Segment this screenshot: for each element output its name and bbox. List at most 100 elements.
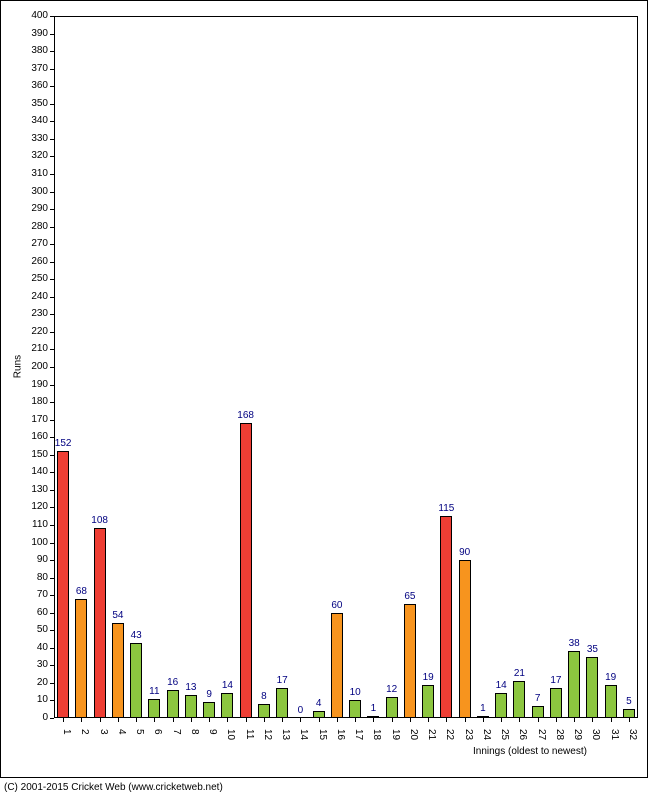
x-tick-label: 3 bbox=[98, 729, 108, 735]
x-tick-mark bbox=[319, 718, 320, 722]
y-tick-label: 50 bbox=[24, 625, 48, 635]
y-tick-label: 90 bbox=[24, 555, 48, 565]
x-tick-label: 18 bbox=[371, 729, 381, 740]
bar-value-label: 5 bbox=[617, 697, 641, 707]
bar-value-label: 7 bbox=[526, 694, 550, 704]
y-tick-label: 70 bbox=[24, 590, 48, 600]
x-tick-mark bbox=[556, 718, 557, 722]
y-tick-label: 160 bbox=[24, 432, 48, 442]
bar-value-label: 14 bbox=[489, 681, 513, 691]
y-tick-label: 20 bbox=[24, 678, 48, 688]
bar bbox=[404, 604, 416, 718]
y-tick-label: 30 bbox=[24, 660, 48, 670]
x-tick-label: 12 bbox=[262, 729, 272, 740]
bar-value-label: 9 bbox=[197, 690, 221, 700]
y-tick-label: 80 bbox=[24, 573, 48, 583]
x-tick-label: 32 bbox=[627, 729, 637, 740]
bar bbox=[623, 709, 635, 718]
x-tick-label: 29 bbox=[572, 729, 582, 740]
y-tick-label: 140 bbox=[24, 467, 48, 477]
bar-value-label: 43 bbox=[124, 631, 148, 641]
x-tick-mark bbox=[428, 718, 429, 722]
y-tick-mark bbox=[50, 648, 54, 649]
bar bbox=[75, 599, 87, 718]
x-tick-label: 8 bbox=[189, 729, 199, 735]
x-tick-mark bbox=[501, 718, 502, 722]
x-tick-mark bbox=[574, 718, 575, 722]
y-tick-label: 290 bbox=[24, 204, 48, 214]
y-tick-mark bbox=[50, 455, 54, 456]
bar-value-label: 115 bbox=[434, 504, 458, 514]
y-tick-label: 370 bbox=[24, 64, 48, 74]
bar bbox=[532, 706, 544, 718]
y-tick-label: 340 bbox=[24, 116, 48, 126]
x-tick-mark bbox=[465, 718, 466, 722]
x-tick-label: 11 bbox=[244, 729, 254, 739]
y-tick-label: 0 bbox=[24, 713, 48, 723]
y-tick-label: 130 bbox=[24, 485, 48, 495]
y-tick-label: 380 bbox=[24, 46, 48, 56]
x-tick-label: 26 bbox=[517, 729, 527, 740]
y-tick-mark bbox=[50, 700, 54, 701]
y-tick-mark bbox=[50, 332, 54, 333]
bar-value-label: 108 bbox=[88, 516, 112, 526]
x-tick-mark bbox=[154, 718, 155, 722]
x-tick-label: 16 bbox=[335, 729, 345, 740]
bar bbox=[386, 697, 398, 718]
y-tick-mark bbox=[50, 349, 54, 350]
x-tick-mark bbox=[173, 718, 174, 722]
bar bbox=[130, 643, 142, 718]
bar bbox=[422, 685, 434, 718]
x-tick-label: 5 bbox=[134, 729, 144, 735]
x-tick-label: 31 bbox=[609, 729, 619, 740]
y-tick-mark bbox=[50, 472, 54, 473]
y-tick-mark bbox=[50, 613, 54, 614]
x-tick-label: 30 bbox=[590, 729, 600, 740]
x-tick-mark bbox=[611, 718, 612, 722]
x-tick-label: 24 bbox=[481, 729, 491, 740]
y-tick-mark bbox=[50, 174, 54, 175]
y-tick-mark bbox=[50, 139, 54, 140]
bar bbox=[605, 685, 617, 718]
x-tick-mark bbox=[63, 718, 64, 722]
y-tick-mark bbox=[50, 51, 54, 52]
bar-value-label: 1 bbox=[361, 704, 385, 714]
x-tick-mark bbox=[446, 718, 447, 722]
bar bbox=[203, 702, 215, 718]
bar-value-label: 54 bbox=[106, 611, 130, 621]
y-tick-mark bbox=[50, 578, 54, 579]
bar-value-label: 60 bbox=[325, 601, 349, 611]
y-tick-label: 390 bbox=[24, 29, 48, 39]
chart-container: Runs Innings (oldest to newest) (C) 2001… bbox=[0, 0, 650, 800]
bar-value-label: 12 bbox=[380, 685, 404, 695]
bar bbox=[94, 528, 106, 718]
y-tick-label: 150 bbox=[24, 450, 48, 460]
y-tick-mark bbox=[50, 297, 54, 298]
y-tick-label: 190 bbox=[24, 380, 48, 390]
bar bbox=[167, 690, 179, 718]
y-tick-label: 110 bbox=[24, 520, 48, 530]
bar-value-label: 8 bbox=[252, 692, 276, 702]
bar bbox=[148, 699, 160, 718]
x-tick-mark bbox=[538, 718, 539, 722]
x-tick-mark bbox=[483, 718, 484, 722]
bar-value-label: 17 bbox=[270, 676, 294, 686]
x-tick-mark bbox=[629, 718, 630, 722]
x-tick-label: 13 bbox=[280, 729, 290, 740]
bar bbox=[513, 681, 525, 718]
y-tick-mark bbox=[50, 595, 54, 596]
bar-value-label: 1 bbox=[471, 704, 495, 714]
x-tick-label: 19 bbox=[390, 729, 400, 740]
bar bbox=[349, 700, 361, 718]
bar-value-label: 168 bbox=[234, 411, 258, 421]
bar-value-label: 68 bbox=[69, 587, 93, 597]
x-tick-mark bbox=[592, 718, 593, 722]
y-tick-label: 400 bbox=[24, 11, 48, 21]
x-tick-label: 21 bbox=[426, 729, 436, 740]
bar bbox=[57, 451, 69, 718]
y-tick-label: 230 bbox=[24, 309, 48, 319]
y-tick-mark bbox=[50, 244, 54, 245]
x-tick-mark bbox=[100, 718, 101, 722]
y-tick-mark bbox=[50, 262, 54, 263]
x-tick-mark bbox=[282, 718, 283, 722]
